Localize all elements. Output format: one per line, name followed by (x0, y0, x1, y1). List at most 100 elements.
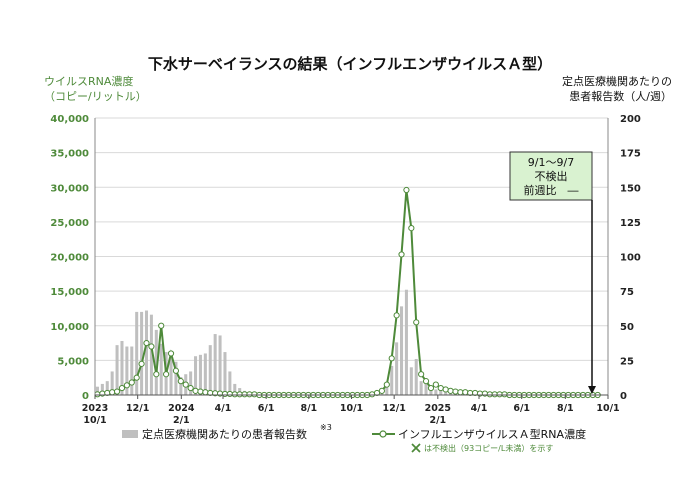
callout-line1: 9/1～9/7 (528, 156, 574, 169)
callout: 9/1～9/7 不検出 前週比 ― (509, 151, 596, 394)
x-tick-label-line2: 2/1 (429, 415, 446, 426)
bar (100, 383, 104, 395)
x-tick-label: 2025 (425, 403, 451, 414)
x-tick-label: 4/1 (471, 403, 488, 414)
x-tick-label: 2024 (168, 403, 195, 414)
y-ticks-left: 0 5,000 10,000 15,000 20,000 25,000 30,000 35,0… (50, 114, 89, 402)
y-tick-label-right: 50 (620, 322, 634, 333)
line-point (378, 387, 386, 394)
callout-box (509, 151, 593, 201)
bar (208, 345, 212, 395)
line-point (226, 390, 233, 398)
x-tick-label-line2: 10/1 (83, 415, 106, 426)
y-tick-label-right: 150 (620, 183, 641, 194)
bar (409, 367, 413, 395)
bar (144, 310, 149, 395)
bar (223, 352, 227, 395)
bar-series (95, 289, 531, 395)
x-tick-label: 8/1 (300, 403, 317, 414)
y-tick-label-left: 30,000 (50, 183, 89, 194)
y-axis-left-label-line1: ウイルスRNA濃度 (44, 74, 133, 88)
bar (213, 334, 217, 395)
line-point (413, 319, 420, 326)
line-point (368, 391, 376, 398)
callout-line3: 前週比 ― (524, 183, 579, 197)
x-tick-label: 4/1 (215, 403, 232, 414)
bar (169, 357, 173, 395)
bar (395, 342, 399, 395)
line-point (452, 388, 459, 395)
x-tick-label: 8/1 (557, 403, 574, 414)
line-point (167, 350, 175, 357)
callout-line2: 不検出 (535, 169, 568, 183)
bar (115, 345, 119, 395)
gridlines (95, 117, 608, 396)
bar (140, 311, 144, 395)
bar (434, 389, 438, 395)
line-point (143, 339, 150, 347)
bar (95, 386, 99, 395)
bar (154, 329, 158, 395)
line-point (94, 391, 101, 398)
bar (414, 358, 418, 395)
bar (159, 343, 163, 395)
bar (228, 371, 232, 395)
line-point (437, 384, 444, 392)
y-tick-label-left: 20,000 (50, 253, 89, 264)
line-point (202, 389, 209, 396)
y-tick-label-right: 25 (620, 356, 634, 367)
line-point (383, 381, 390, 388)
y-axis-right-label-line1: 定点医療機関あたりの (562, 74, 672, 88)
line-point (398, 251, 405, 258)
legend-note: は不検出（93コピー/L未満）を示す (424, 443, 553, 453)
bar (149, 314, 153, 395)
y-tick-label-left: 35,000 (50, 149, 89, 160)
x-tick-label: 10/1 (340, 403, 363, 414)
x-tick-label: 6/1 (258, 403, 275, 414)
line-point (403, 186, 410, 194)
line-point (182, 381, 189, 388)
y-tick-label-right: 175 (620, 149, 641, 160)
y-tick-label-left: 25,000 (50, 218, 89, 229)
line-point (163, 371, 170, 378)
bar (439, 389, 443, 395)
bar (105, 381, 109, 395)
bar (203, 353, 207, 395)
bar (444, 390, 448, 395)
not-detected-cross-icon (411, 443, 421, 453)
line-point (462, 389, 469, 396)
y-ticks-right: 0 25 50 75 100 125 150 175 200 (620, 114, 641, 402)
line-point (388, 355, 395, 362)
line-point (501, 391, 508, 398)
line-point (158, 322, 165, 329)
callout-arrow-head (588, 386, 596, 394)
legend-bar-swatch (122, 430, 138, 438)
line-point (251, 391, 258, 398)
y-tick-label-right: 200 (620, 114, 641, 125)
line-point (109, 389, 116, 396)
bar (424, 383, 428, 395)
bar (179, 376, 183, 395)
line-point (192, 387, 199, 394)
line-point (128, 379, 135, 386)
y-tick-label-right: 75 (620, 287, 634, 298)
x-tick-label: 12/1 (126, 403, 149, 414)
chart-title: 下水サーベイランスの結果（インフルエンザウイルスＡ型） (148, 55, 552, 73)
line-point (408, 225, 415, 232)
y-tick-label-right: 0 (620, 391, 627, 402)
x-tick-label: 12/1 (383, 403, 406, 414)
bar (194, 356, 198, 395)
line-point (197, 388, 204, 395)
y-tick-label-right: 125 (620, 218, 641, 229)
line-point (138, 360, 145, 367)
line-point (422, 378, 430, 385)
x-tick-label: 2023 (82, 403, 108, 414)
line-point (432, 381, 439, 388)
bar (120, 340, 124, 395)
y-tick-label-right: 100 (620, 253, 641, 264)
y-tick-label-left: 0 (82, 391, 89, 402)
bar (419, 381, 423, 395)
bar (233, 383, 237, 395)
